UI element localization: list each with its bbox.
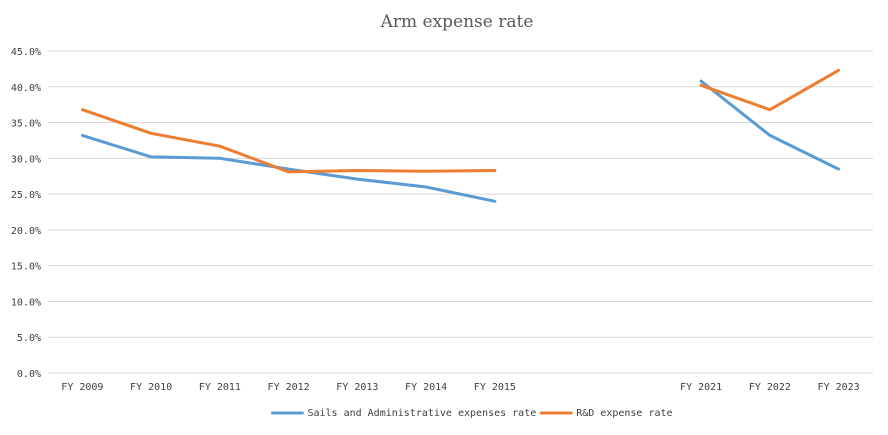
- legend: Sails and Administrative expenses rate R&…: [270, 408, 673, 419]
- x-tick-label: FY 2014: [405, 382, 447, 393]
- y-tick-label: 0.0%: [17, 369, 41, 380]
- x-tick-label: FY 2023: [818, 382, 860, 393]
- x-tick-label: FY 2013: [336, 382, 378, 393]
- y-tick-label: 15.0%: [11, 262, 41, 273]
- legend-item-2: R&D expense rate: [539, 408, 673, 419]
- x-tick-label: FY 2009: [61, 382, 103, 393]
- chart-title: Arm expense rate: [380, 12, 534, 32]
- series-line-segment: [80, 133, 497, 203]
- legend-item-1: Sails and Administrative expenses rate: [270, 408, 536, 419]
- x-tick-label: FY 2021: [680, 382, 722, 393]
- series-1: [80, 79, 841, 203]
- y-tick-label: 10.0%: [11, 297, 41, 308]
- gridlines: [48, 50, 873, 374]
- y-tick-label: 25.0%: [11, 190, 41, 201]
- series-2: [80, 68, 841, 174]
- y-axis-ticks: 0.0% 5.0% 10.0% 15.0% 20.0% 25.0% 30.0% 35.0% 40…: [11, 47, 41, 380]
- y-tick-label: 45.0%: [11, 47, 41, 58]
- y-tick-label: 30.0%: [11, 154, 41, 165]
- y-tick-label: 40.0%: [11, 83, 41, 94]
- y-tick-label: 5.0%: [17, 333, 41, 344]
- x-tick-label: FY 2022: [749, 382, 791, 393]
- series-line-segment: [699, 79, 841, 171]
- series-line-segment: [699, 68, 841, 112]
- series-lines: [80, 68, 841, 203]
- series-line-segment: [80, 108, 497, 174]
- x-tick-label: FY 2011: [199, 382, 241, 393]
- legend-label: Sails and Administrative expenses rate: [307, 408, 536, 419]
- legend-label: R&D expense rate: [576, 408, 672, 419]
- y-tick-label: 20.0%: [11, 226, 41, 237]
- y-tick-label: 35.0%: [11, 119, 41, 130]
- x-tick-label: FY 2010: [130, 382, 172, 393]
- x-tick-label: FY 2012: [268, 382, 310, 393]
- x-axis-ticks: FY 2009 FY 2010 FY 2011 FY 2012 FY 2013 FY 20…: [61, 382, 859, 393]
- x-tick-label: FY 2015: [474, 382, 516, 393]
